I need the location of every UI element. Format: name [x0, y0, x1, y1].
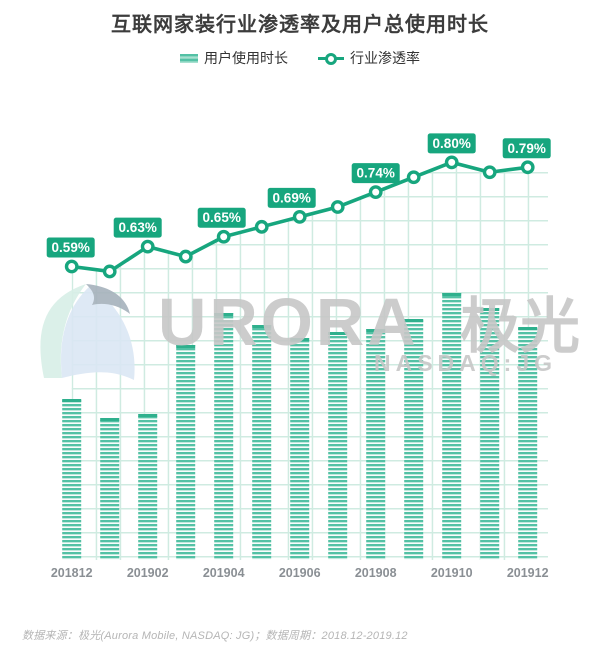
usage-bar: [138, 414, 158, 560]
usage-bar-cap: [176, 345, 196, 348]
usage-bar-cap: [366, 329, 386, 332]
legend-item-penetration: 行业渗透率: [318, 48, 420, 68]
usage-bar-cap: [404, 319, 424, 322]
usage-bar-cap: [328, 332, 348, 335]
point-label: 0.65%: [203, 210, 241, 225]
line-point: [254, 219, 269, 234]
usage-bar-cap: [480, 308, 500, 311]
aurora-logo-icon: [40, 284, 135, 380]
point-label: 0.59%: [52, 240, 90, 255]
usage-bar-cap: [138, 414, 158, 417]
point-label: 0.80%: [433, 136, 471, 151]
line-point: [178, 249, 193, 264]
legend-penetration-label: 行业渗透率: [350, 50, 420, 66]
point-label-box: [113, 217, 162, 238]
line-point: [444, 155, 459, 170]
x-tick-label: 201904: [203, 566, 245, 580]
usage-bar: [480, 308, 500, 560]
usage-bar: [366, 329, 386, 560]
usage-bar: [328, 332, 348, 560]
source-note: 数据来源：极光(Aurora Mobile, NASDAQ: JG)；数据周期：…: [22, 630, 408, 642]
line-point: [216, 229, 231, 244]
x-tick-label: 201906: [279, 566, 321, 580]
line-point: [520, 160, 535, 175]
watermark-subtext: NASDAQ:JG: [374, 350, 557, 376]
watermark-text: URORA: [158, 285, 419, 360]
point-label-box: [46, 237, 95, 258]
usage-bar-cap: [252, 325, 272, 328]
line-series-swatch-icon: [318, 52, 344, 65]
legend-usage-label: 用户使用时长: [204, 50, 288, 66]
line-point: [64, 259, 79, 274]
x-tick-label: 201812: [51, 566, 93, 580]
chart-legend: 用户使用时长 行业渗透率: [0, 48, 600, 68]
point-label: 0.74%: [357, 166, 395, 181]
point-label-box: [197, 207, 246, 228]
usage-bar-cap: [518, 327, 538, 330]
legend-item-usage: 用户使用时长: [180, 48, 288, 68]
page-title: 互联网家装行业渗透率及用户总使用时长: [111, 14, 489, 36]
line-point: [482, 165, 497, 180]
usage-bar: [290, 338, 310, 560]
point-label: 0.79%: [508, 141, 546, 156]
line-point: [406, 170, 421, 185]
usage-bar-cap: [62, 399, 82, 402]
usage-bar-cap: [214, 313, 234, 316]
point-label: 0.63%: [119, 220, 157, 235]
point-label-box: [427, 133, 476, 154]
bar-series-swatch-icon: [180, 53, 198, 63]
usage-bar-cap: [442, 293, 462, 296]
usage-bar: [442, 293, 462, 560]
usage-bar: [214, 313, 234, 560]
usage-bar-cap: [100, 418, 120, 421]
usage-bar-cap: [290, 338, 310, 341]
point-label-box: [502, 138, 551, 159]
point-label: 0.69%: [273, 190, 311, 205]
usage-bar: [62, 399, 82, 560]
usage-bar: [404, 319, 424, 560]
x-tick-label: 201908: [355, 566, 397, 580]
usage-bar: [176, 345, 196, 560]
usage-bar: [100, 418, 120, 560]
usage-bar: [518, 327, 538, 560]
x-tick-label: 201910: [431, 566, 473, 580]
usage-bar: [252, 325, 272, 560]
point-label-box: [351, 163, 400, 184]
line-point: [368, 185, 383, 200]
line-point: [330, 200, 345, 214]
line-point: [140, 239, 155, 254]
line-point: [102, 264, 117, 279]
watermark-cjk-text: 极光: [460, 293, 580, 360]
usage-bars-series: [62, 293, 538, 560]
x-tick-label: 201912: [507, 566, 549, 580]
line-point: [292, 209, 307, 224]
point-label-box: [267, 187, 316, 208]
x-tick-label: 201902: [127, 566, 169, 580]
